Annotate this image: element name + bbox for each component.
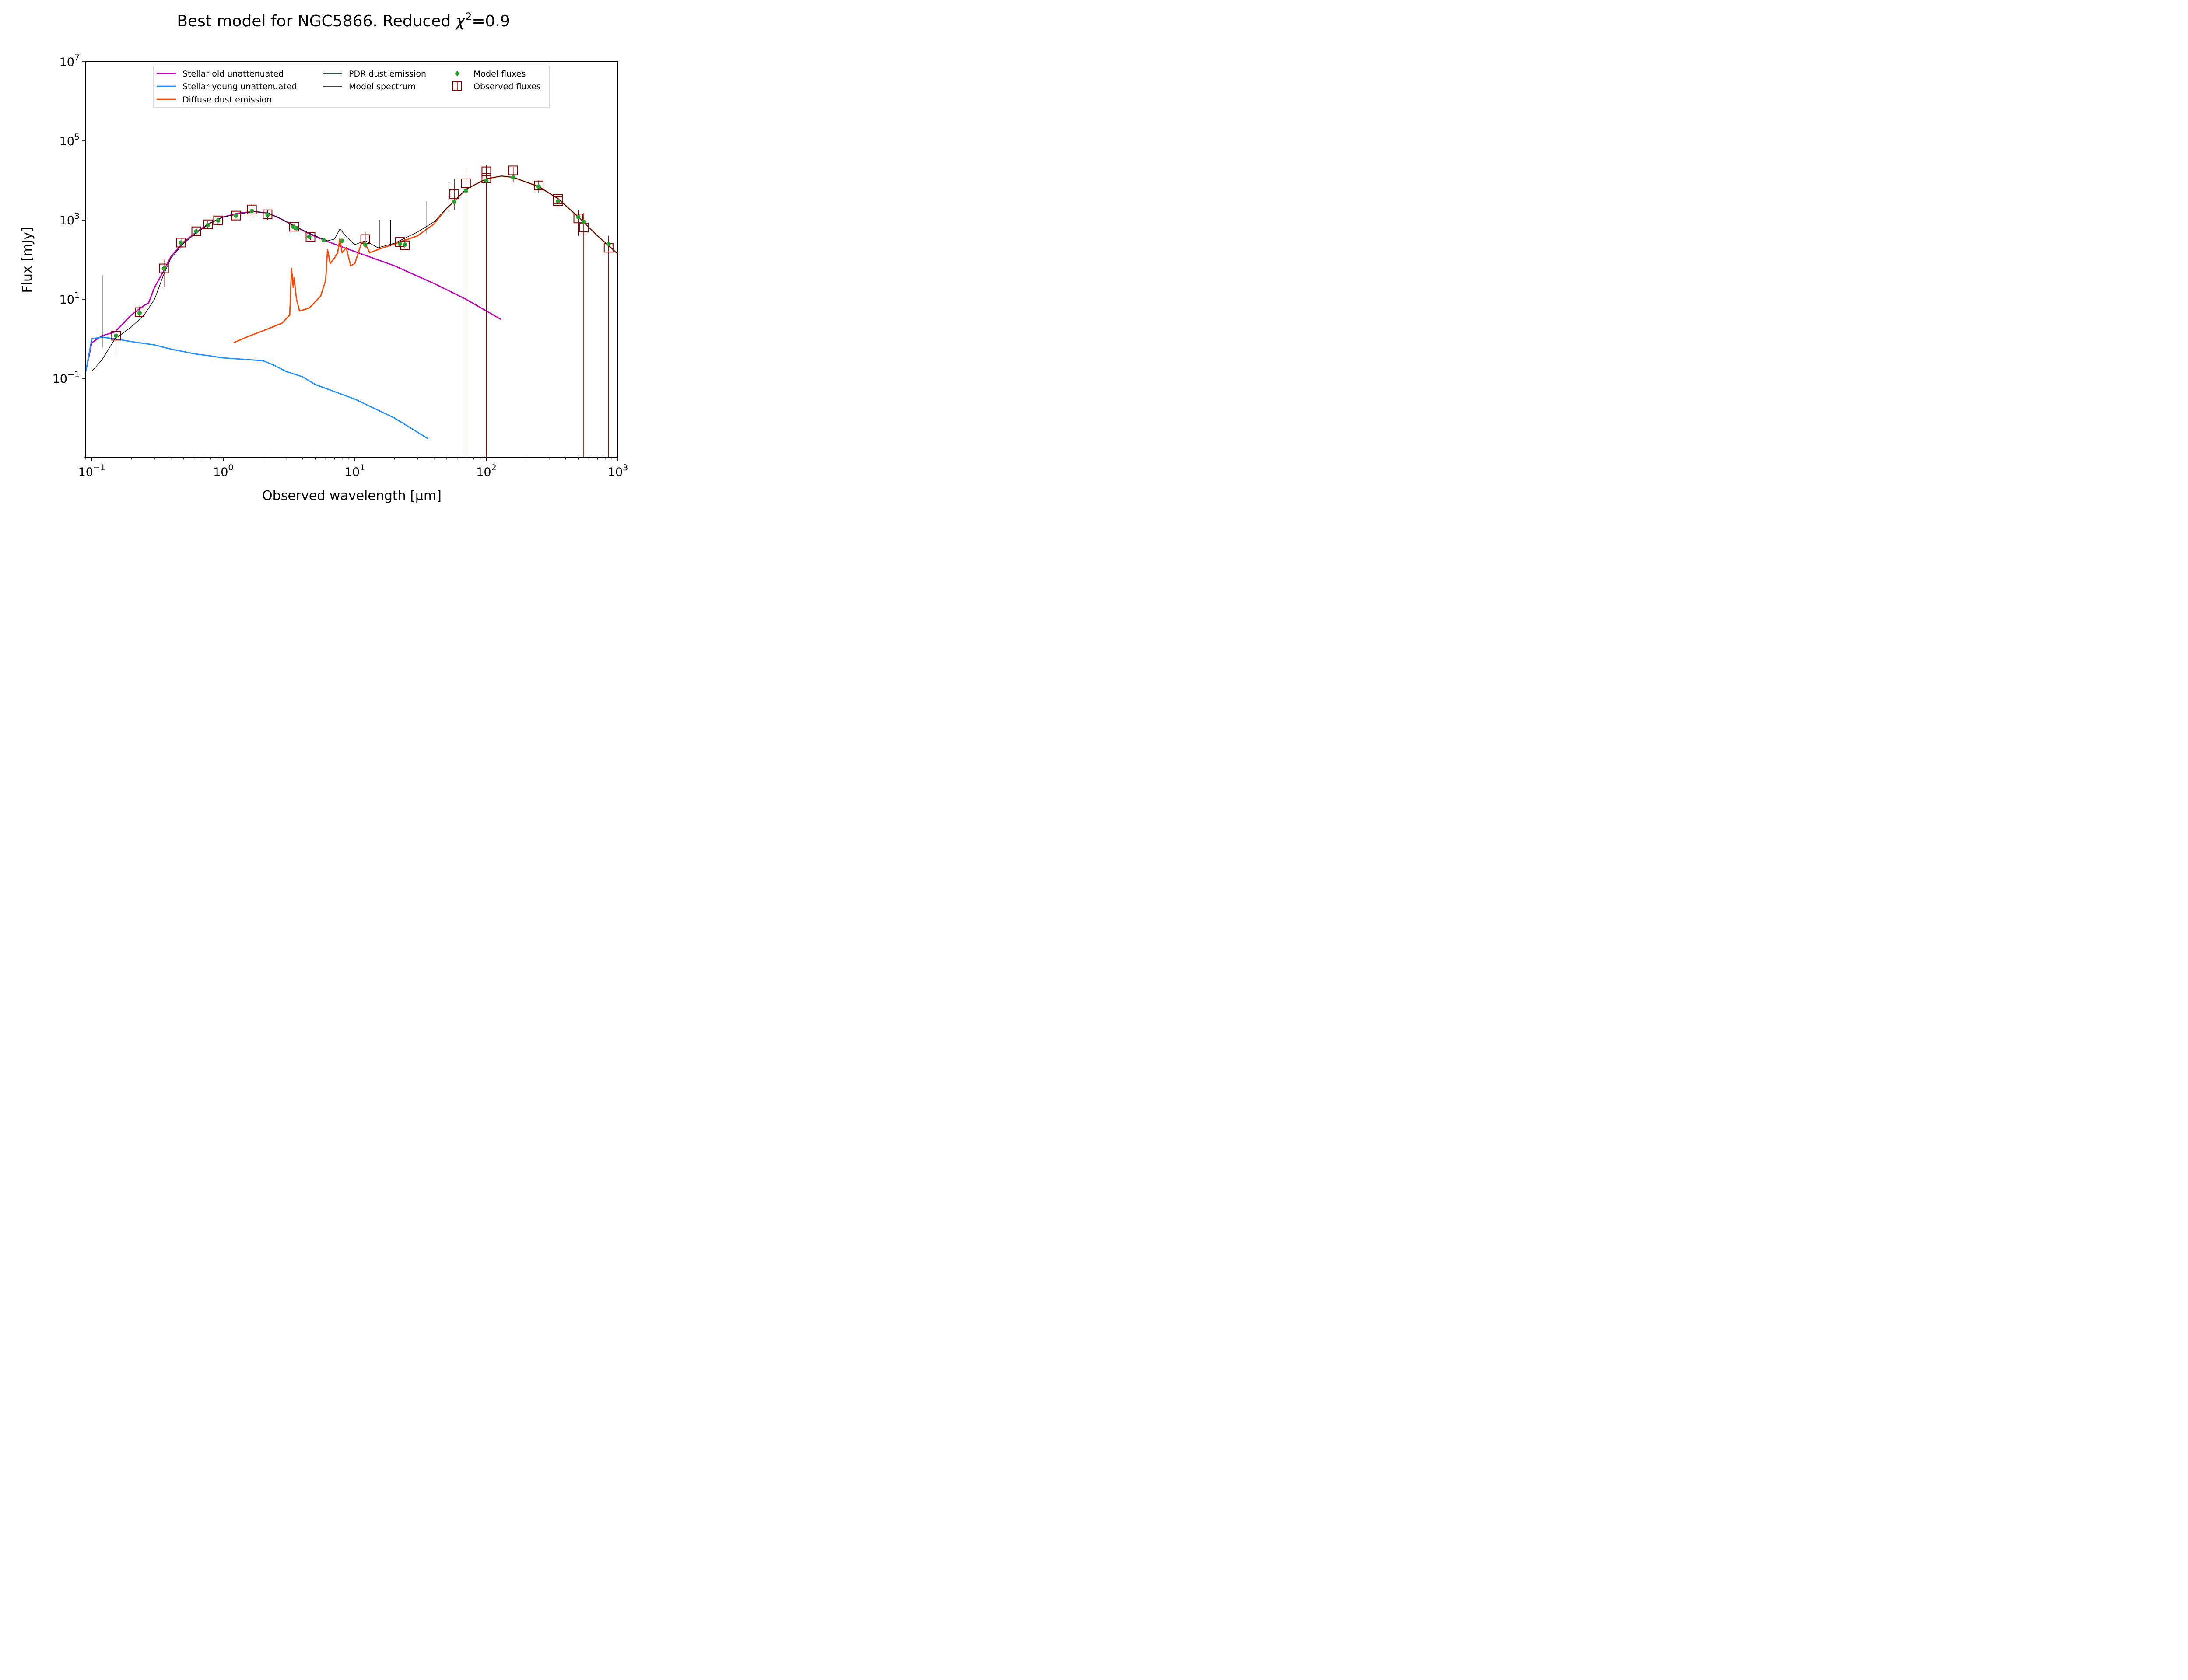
observed-flux-point xyxy=(395,237,405,247)
observed-flux-point xyxy=(573,214,583,224)
model-flux-point xyxy=(114,333,119,338)
model-flux-point xyxy=(265,213,270,217)
model-flux-point xyxy=(581,220,586,224)
model-flux-point xyxy=(249,209,254,214)
x-tick-label: 101 xyxy=(345,463,365,479)
legend-box xyxy=(153,66,550,108)
observed-flux-point xyxy=(135,307,145,317)
model-flux-point xyxy=(397,242,402,246)
y-tick-label: 107 xyxy=(60,53,80,69)
observed-flux-point xyxy=(203,219,213,229)
legend: Stellar old unattenuated Stellar young un… xyxy=(153,66,550,108)
observed-flux-point xyxy=(553,196,563,206)
model-flux-point xyxy=(206,223,210,228)
model-flux-point xyxy=(307,234,312,239)
x-axis-label: Observed wavelength [μm] xyxy=(262,488,442,504)
model-flux-point xyxy=(363,242,368,247)
model-flux-point xyxy=(321,238,326,243)
legend-label-model-fluxes: Model fluxes xyxy=(473,69,526,79)
model-flux-point xyxy=(291,224,296,229)
model-flux-point xyxy=(452,200,457,204)
model-flux-point xyxy=(576,214,581,219)
model-flux-point xyxy=(463,188,468,193)
y-tick-label: 105 xyxy=(60,132,80,148)
observed-flux-point xyxy=(305,232,316,242)
legend-label-observed-fluxes: Observed fluxes xyxy=(473,82,541,91)
x-tick-label: 100 xyxy=(213,463,233,479)
model-flux-point xyxy=(555,199,560,203)
model-flux-point xyxy=(511,175,515,180)
y-axis: 10−1 101 103 105 107 xyxy=(53,53,86,458)
observed-flux-point xyxy=(111,331,121,341)
observed-flux-point xyxy=(449,189,459,199)
model-flux-point xyxy=(179,240,183,245)
model-flux-point xyxy=(536,184,541,189)
x-axis: 10−1 100 101 102 103 xyxy=(78,458,628,479)
model-flux-point xyxy=(294,226,299,231)
model-flux-point xyxy=(606,242,611,246)
observed-flux-point xyxy=(191,226,201,236)
observed-flux-point xyxy=(247,204,257,214)
model-flux-point xyxy=(137,311,142,315)
observed-flux-point xyxy=(461,178,471,188)
model-flux-point xyxy=(234,213,238,218)
observed-flux-point xyxy=(289,222,299,232)
observed-flux-point xyxy=(534,180,544,190)
model-flux-point xyxy=(161,266,166,271)
legend-label-diffuse-dust-emission: Diffuse dust emission xyxy=(182,95,272,105)
plot-area xyxy=(86,164,618,458)
legend-label-pdr-dust-emission: PDR dust emission xyxy=(349,69,426,79)
model-flux-point xyxy=(216,218,221,223)
x-tick-label: 10−1 xyxy=(78,463,105,479)
observed-flux-point xyxy=(263,209,273,219)
plot-frame xyxy=(85,61,618,458)
x-tick-label: 103 xyxy=(608,463,628,479)
y-tick-label: 10−1 xyxy=(53,370,80,386)
observed-flux-point xyxy=(213,215,223,225)
observed-flux-point xyxy=(159,263,169,273)
legend-label-stellar-young-unattenuated: Stellar young unattenuated xyxy=(182,82,297,91)
x-tick-label: 102 xyxy=(476,463,496,479)
y-tick-label: 101 xyxy=(60,290,80,307)
chart-title: Best model for NGC5866. Reduced χ2=0.9 xyxy=(177,10,510,30)
y-tick-label: 103 xyxy=(60,211,80,228)
model-flux-point xyxy=(340,238,344,243)
model-flux-point xyxy=(194,229,199,234)
observed-flux-point xyxy=(176,238,186,248)
observed-flux-point xyxy=(508,165,518,175)
model-flux-point xyxy=(403,242,407,247)
legend-label-stellar-old-unattenuated: Stellar old unattenuated xyxy=(182,69,284,79)
observed-flux-point xyxy=(231,210,241,220)
sed-chart: Best model for NGC5866. Reduced χ2=0.9 1… xyxy=(20,10,628,504)
legend-label-model-spectrum: Model spectrum xyxy=(349,82,416,91)
y-axis-label: Flux [mJy] xyxy=(20,227,35,293)
model-flux-point xyxy=(484,178,489,183)
legend-swatch-model-fluxes xyxy=(455,71,459,76)
